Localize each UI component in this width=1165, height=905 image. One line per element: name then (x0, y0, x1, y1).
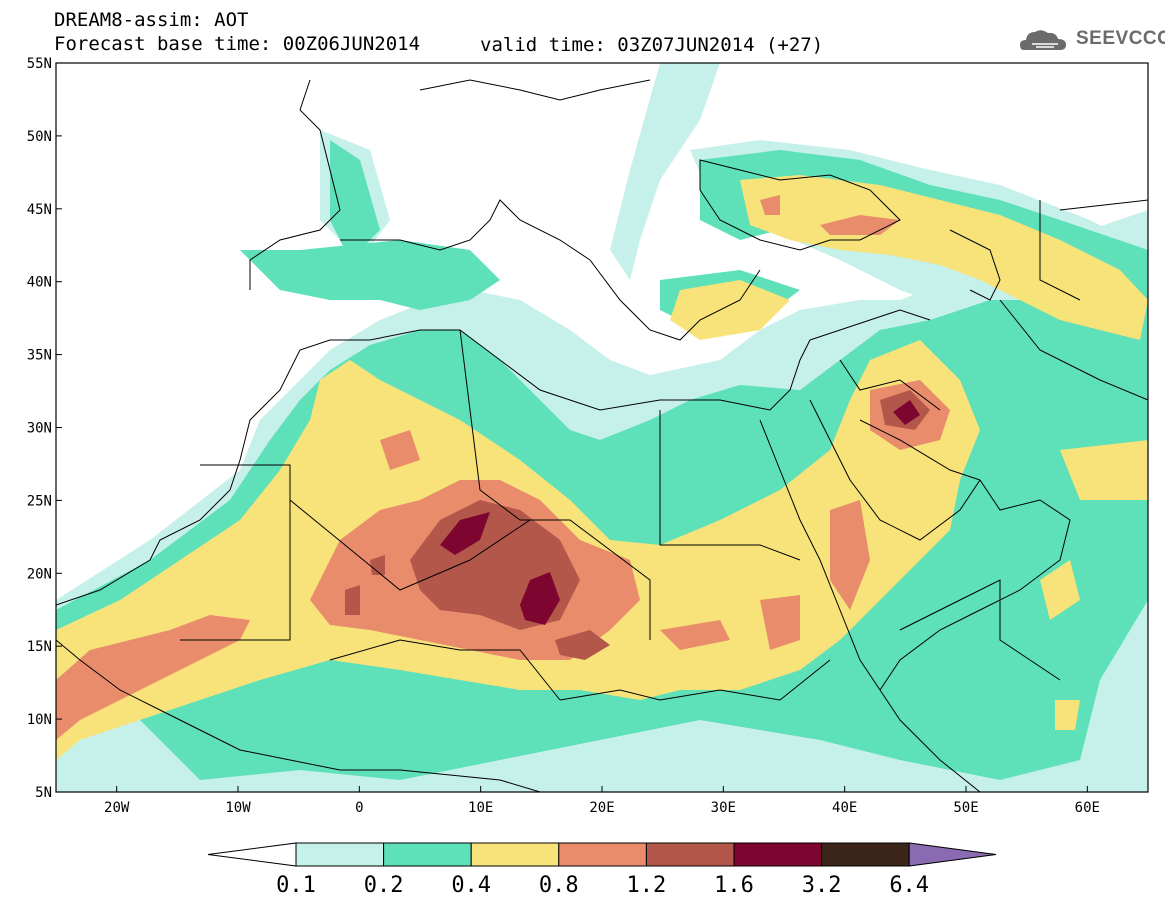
colorbar-label: 1.6 (714, 873, 754, 898)
lat-tick-label: 35N (27, 348, 52, 364)
colorbar-high-arrow (908, 842, 997, 867)
colorbar-swatch (470, 842, 560, 867)
lat-tick-label: 20N (27, 566, 52, 582)
colorbar-swatch (821, 842, 910, 867)
forecast-base-time: Forecast base time: 00Z06JUN2014 (54, 33, 421, 55)
colorbar-label: 6.4 (889, 873, 929, 898)
longitude-axis: 20W 10W 0 10E 20E 30E 40E 50E 60E (104, 786, 1100, 816)
lon-tick-label: 40E (832, 800, 857, 816)
lat-tick-label: 10N (27, 712, 52, 728)
map-title: DREAM8-assim: AOT (54, 9, 249, 31)
colorbar-swatch (733, 842, 823, 867)
colorbar-label: 0.2 (364, 873, 404, 898)
colorbar-swatch (558, 842, 647, 867)
lat-tick-label: 5N (35, 785, 52, 801)
lon-tick-label: 50E (953, 800, 978, 816)
colorbar-swatch (295, 842, 385, 867)
lon-tick-label: 30E (711, 800, 736, 816)
colorbar-label: 3.2 (802, 873, 842, 898)
seevccc-logo: SEEVCCC (1076, 28, 1165, 49)
colorbar-label: 0.8 (539, 873, 579, 898)
colorbar-label: 1.2 (627, 873, 667, 898)
colorbar: 0.1 0.2 0.4 0.8 1.2 1.6 3.2 6.4 (207, 842, 997, 898)
latitude-axis: 5N 10N 15N 20N 25N 30N 35N 40N 45N 50N 55N (27, 56, 62, 801)
colorbar-label: 0.1 (276, 873, 316, 898)
lon-tick-label: 0 (355, 800, 363, 816)
lat-tick-label: 45N (27, 202, 52, 218)
colorbar-low-arrow (207, 842, 297, 867)
lat-tick-label: 15N (27, 639, 52, 655)
lon-tick-label: 10W (225, 800, 251, 816)
lon-tick-label: 10E (468, 800, 493, 816)
lat-tick-label: 30N (27, 421, 52, 437)
lat-tick-label: 40N (27, 275, 52, 291)
lon-tick-label: 20W (104, 800, 130, 816)
colorbar-label: 0.4 (451, 873, 491, 898)
colorbar-swatch (645, 842, 735, 867)
colorbar-swatch (383, 842, 472, 867)
lat-tick-label: 25N (27, 493, 52, 509)
lon-tick-label: 20E (589, 800, 614, 816)
lat-tick-label: 55N (27, 56, 52, 72)
lat-tick-label: 50N (27, 129, 52, 145)
lon-tick-label: 60E (1075, 800, 1100, 816)
aot-field (56, 63, 1148, 792)
valid-time: valid time: 03Z07JUN2014 (+27) (480, 34, 824, 56)
cloud-icon (1020, 30, 1066, 50)
